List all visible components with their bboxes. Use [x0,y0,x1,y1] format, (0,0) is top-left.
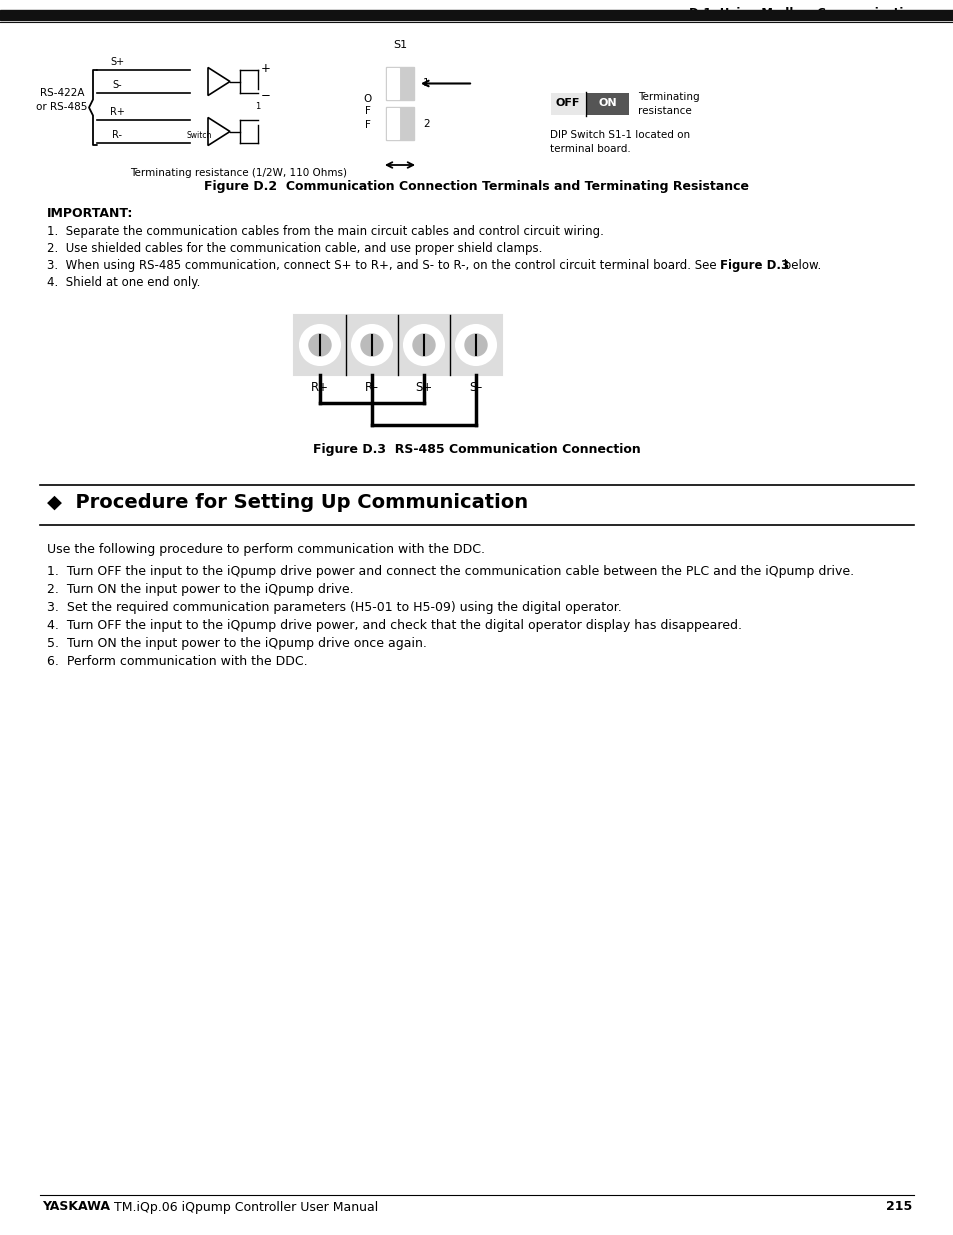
Bar [0,10,953,20]
Circle shape [413,333,435,356]
Text: S+: S+ [110,57,124,67]
Text: Switch: Switch [186,131,212,140]
Circle shape [97,67,105,74]
Text: D.1  Using Modbus Communication: D.1 Using Modbus Communication [688,6,919,20]
Circle shape [352,325,392,366]
Text: R+: R+ [311,382,329,394]
Text: S1: S1 [393,40,407,49]
Text: OFF: OFF [556,99,579,109]
Circle shape [97,116,105,124]
Text: R+: R+ [110,107,124,117]
Text: S-: S- [112,80,122,90]
Text: 6.  Perform communication with the DDC.: 6. Perform communication with the DDC. [47,655,307,668]
Text: 1: 1 [422,79,429,89]
Bar [585,93,628,115]
Text: 1.  Turn OFF the input to the iQpump drive power and connect the communication c: 1. Turn OFF the input to the iQpump driv… [47,564,853,578]
Bar [190,117,208,146]
Text: TM.iQp.06 iQpump Controller User Manual: TM.iQp.06 iQpump Controller User Manual [110,1200,377,1214]
Bar [550,91,629,116]
Bar [294,315,501,375]
Circle shape [299,325,339,366]
Bar [386,107,414,140]
Bar [387,107,398,140]
Text: Use the following procedure to perform communication with the DDC.: Use the following procedure to perform c… [47,543,484,556]
Text: ◆  Procedure for Setting Up Communication: ◆ Procedure for Setting Up Communication [47,493,528,513]
Text: 4.  Turn OFF the input to the iQpump drive power, and check that the digital ope: 4. Turn OFF the input to the iQpump driv… [47,619,741,632]
Text: F: F [365,120,371,130]
Bar [550,91,629,116]
Text: 1.  Separate the communication cables from the main circuit cables and control c: 1. Separate the communication cables fro… [47,225,603,238]
Text: O: O [363,94,372,104]
Text: 3.  When using RS-485 communication, connect S+ to R+, and S- to R-, on the cont: 3. When using RS-485 communication, conn… [47,259,720,272]
Text: F: F [365,106,371,116]
Circle shape [97,140,105,147]
Text: Terminating: Terminating [638,93,699,103]
Circle shape [456,325,496,366]
Text: S–: S– [469,382,482,394]
Bar [251,89,265,125]
Text: IMPORTANT:: IMPORTANT: [47,207,133,220]
Text: DIP Switch S1-1 located on: DIP Switch S1-1 located on [550,130,689,140]
Text: 2.  Use shielded cables for the communication cable, and use proper shield clamp: 2. Use shielded cables for the communica… [47,242,542,254]
Text: 5.  Turn ON the input power to the iQpump drive once again.: 5. Turn ON the input power to the iQpump… [47,637,426,650]
Text: terminal board.: terminal board. [550,143,630,153]
Text: S+: S+ [415,382,432,394]
Text: 3.  Set the required communication parameters (H5-01 to H5-09) using the digital: 3. Set the required communication parame… [47,601,621,614]
Text: 2: 2 [422,119,429,128]
Text: YASKAWA: YASKAWA [42,1200,110,1214]
Text: Terminating resistance (1/2W, 110 Ohms): Terminating resistance (1/2W, 110 Ohms) [130,168,347,178]
Bar [190,67,208,96]
Circle shape [403,325,443,366]
Circle shape [360,333,382,356]
Text: Figure D.3  RS-485 Communication Connection: Figure D.3 RS-485 Communication Connecti… [313,443,640,456]
Text: −: − [261,89,271,101]
Circle shape [309,333,331,356]
Text: 1: 1 [255,103,260,111]
Bar [386,67,414,100]
Circle shape [97,89,105,96]
Bar [381,61,417,147]
Text: Figure D.2  Communication Connection Terminals and Terminating Resistance: Figure D.2 Communication Connection Term… [204,180,749,193]
Text: R-: R- [112,130,122,140]
Text: ON: ON [598,99,617,109]
Circle shape [464,333,486,356]
Bar [387,68,398,99]
Text: resistance: resistance [638,105,691,116]
Bar [551,93,584,115]
Text: 4.  Shield at one end only.: 4. Shield at one end only. [47,275,200,289]
Text: 2.  Turn ON the input power to the iQpump drive.: 2. Turn ON the input power to the iQpump… [47,583,354,597]
Text: RS-422A
or RS-485: RS-422A or RS-485 [36,88,88,112]
Text: below.: below. [780,259,821,272]
Text: R–: R– [365,382,378,394]
Text: 215: 215 [884,1200,911,1214]
Text: Figure D.3: Figure D.3 [720,259,789,272]
Text: +: + [261,62,271,74]
